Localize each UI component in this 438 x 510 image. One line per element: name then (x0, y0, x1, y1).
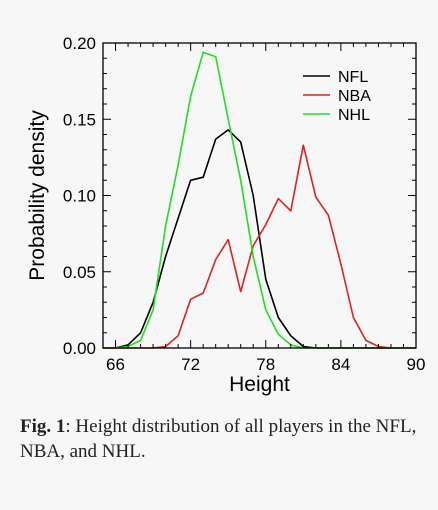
caption-text: : Height distribution of all players in … (20, 416, 417, 462)
y-tick-label: 0.05 (63, 263, 96, 282)
x-tick-label: 66 (106, 355, 125, 374)
x-tick-label: 84 (331, 355, 350, 374)
x-tick-label: 90 (407, 355, 426, 374)
y-tick-label: 0.15 (63, 110, 96, 129)
y-axis-title: Probability density (26, 110, 49, 281)
ticks-layer: 66 72 78 84 90 0.00 0.05 0.10 0.15 0.20 (63, 34, 426, 374)
y-tick-label: 0.10 (63, 187, 96, 206)
figure-caption: Fig. 1: Height distribution of all playe… (20, 414, 420, 464)
legend: NFL NBA NHL (303, 69, 371, 124)
y-tick-label: 0.20 (63, 34, 96, 53)
legend-label-nba: NBA (338, 88, 371, 105)
x-tick-label: 72 (181, 355, 200, 374)
legend-label-nfl: NFL (338, 69, 368, 86)
series-line-nfl (103, 129, 416, 349)
x-tick-label: 78 (256, 355, 275, 374)
caption-label: Fig. 1 (20, 416, 66, 437)
x-axis-title: Height (229, 373, 290, 396)
legend-label-nhl: NHL (338, 107, 370, 124)
y-tick-label: 0.00 (63, 339, 96, 358)
height-density-chart: 66 72 78 84 90 0.00 0.05 0.10 0.15 0.20 Height Pr… (26, 34, 426, 396)
